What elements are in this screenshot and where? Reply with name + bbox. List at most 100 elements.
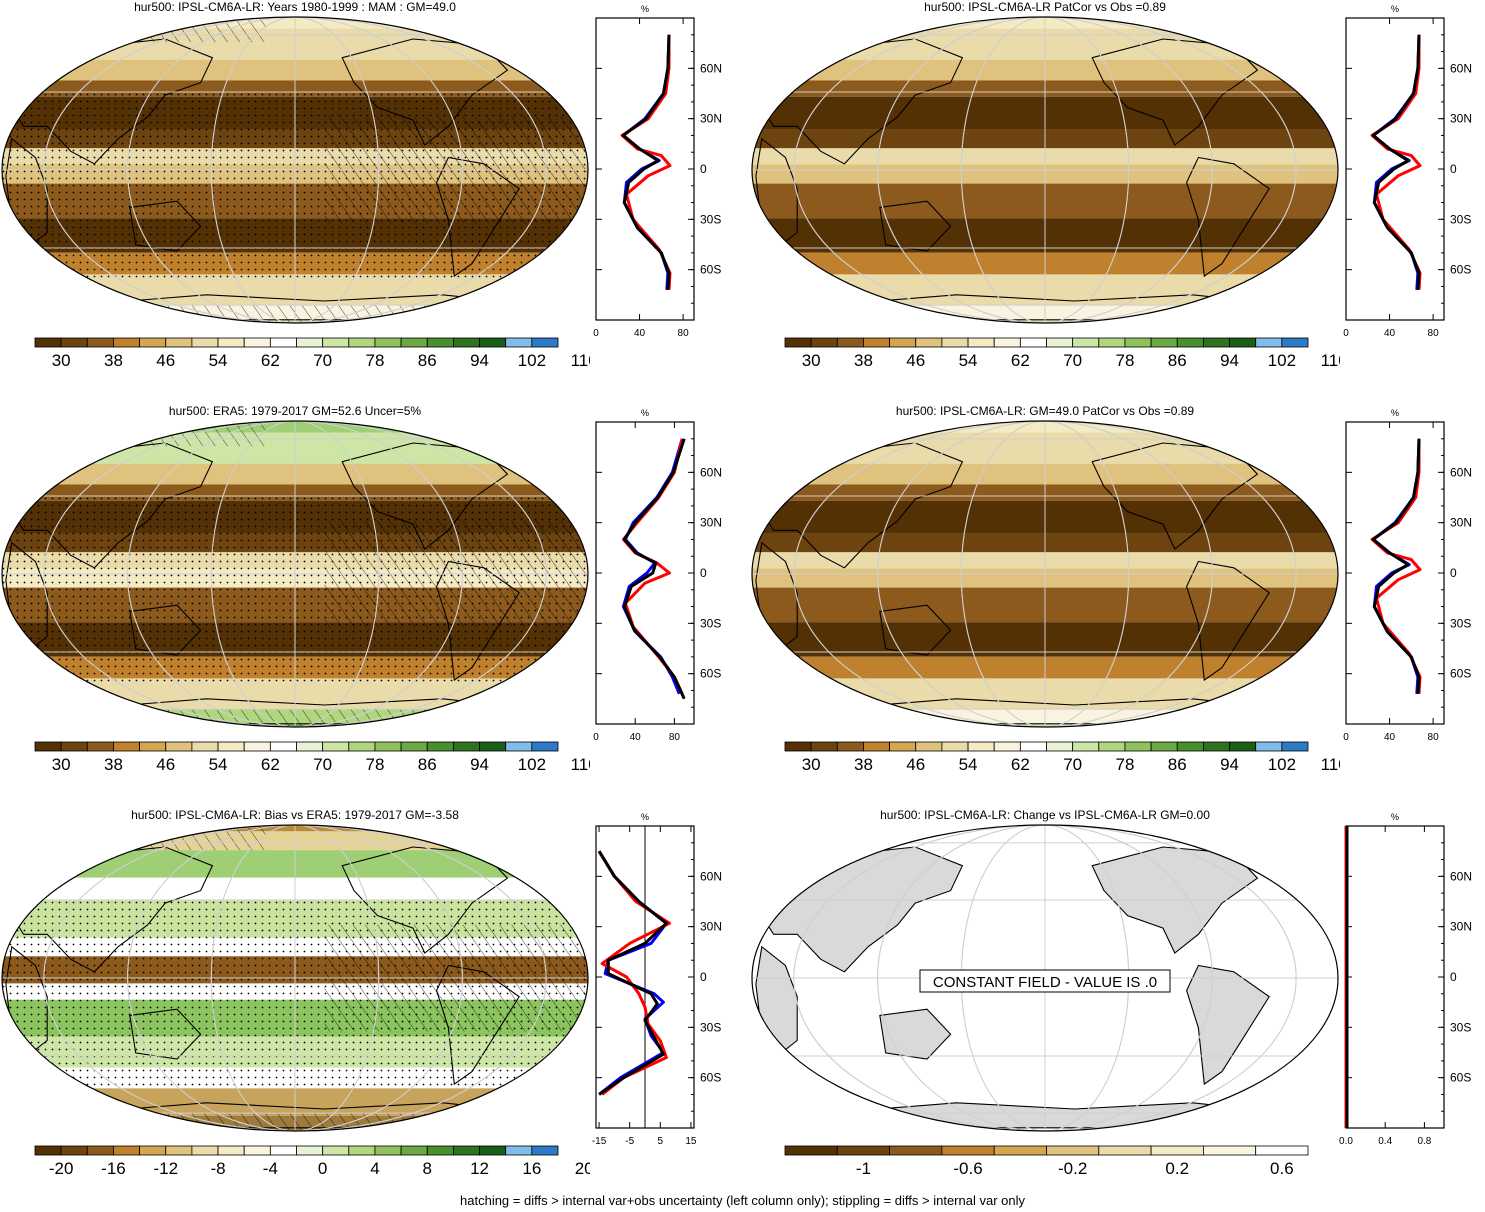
profile-unit: % [1391,4,1399,14]
colorbar-swatch [1046,741,1074,752]
colorbar-swatch [426,1145,454,1156]
profile-unit: % [1391,812,1399,822]
colorbar-label: 102 [1268,755,1296,774]
x-tick-label: 40 [634,328,646,339]
coastline [1186,156,1270,278]
colorbar-label: 62 [261,351,280,370]
map-border [751,420,1339,728]
colorbar-swatch [113,741,140,752]
colorbar-label: 102 [518,351,546,370]
colorbar-swatch [60,337,88,348]
colorbar: 30 38 46 54 62 70 78 86 94 102 110 [784,741,1340,774]
colorbar-label: 38 [104,351,123,370]
colorbar-swatch [139,337,167,348]
colorbar-swatch [400,337,428,348]
colorbar-label: 110 [1321,351,1340,370]
coastline [1256,32,1300,59]
x-tick-label: 15 [685,1136,697,1147]
graticule-line [960,421,1130,727]
colorbar-swatch [1229,741,1257,752]
colorbar-label: 30 [802,351,821,370]
colorbar-label: 70 [1063,351,1082,370]
lat-tick-label: 60N [1450,465,1472,479]
colorbar-swatch [1098,337,1126,348]
colorbar-label: -8 [210,1159,225,1178]
colorbar-swatch [452,1145,480,1156]
graticule-line [43,421,547,727]
colorbar-swatch [452,741,480,752]
panel-ipsl-patcor: hur500: IPSL-CM6A-LR PatCor vs Obs =0.89… [750,0,1485,404]
colorbar-label: 46 [906,351,925,370]
lat-tick-label: 30S [700,212,721,226]
lat-tick-label: 30N [1450,112,1472,126]
colorbar-swatch [452,337,480,348]
colorbar-swatch [836,337,864,348]
colorbar-swatch [863,337,890,348]
colorbar-swatch [1098,741,1126,752]
colorbar-swatch [1202,337,1230,348]
colorbar-label: 16 [522,1159,541,1178]
map-plot [1,420,589,728]
colorbar-swatch [217,1145,245,1156]
map-plot [751,16,1339,324]
colorbar-label: 54 [209,755,228,774]
x-tick-label: 80 [669,732,681,743]
colorbar: -20 -16 -12 -8 -4 0 4 8 12 16 20 [34,1145,590,1178]
x-tick-label: 40 [630,732,642,743]
colorbar-swatch [217,337,245,348]
colorbar-label: 110 [571,351,590,370]
colorbar-swatch [348,337,376,348]
x-tick-label: 80 [678,328,690,339]
lat-tick-label: 60S [1450,1071,1471,1085]
colorbar-swatch [941,337,969,348]
colorbar-swatch [993,1145,1047,1156]
lat-tick-label: 60S [700,1071,721,1085]
colorbar-swatch [1229,337,1257,348]
colorbar-label: 54 [209,351,228,370]
colorbar-label: 0.6 [1270,1159,1294,1178]
graticule-line [127,825,463,1131]
constant-field-label: CONSTANT FIELD - VALUE IS .0 [919,969,1171,993]
colorbar-swatch [139,1145,167,1156]
colorbar-swatch [374,1145,402,1156]
colorbar-label: 102 [518,755,546,774]
colorbar-swatch [1281,741,1309,752]
lat-tick-label: 0 [1450,566,1457,580]
colorbar-swatch [505,741,533,752]
zonal-profile-plot: % 60N 30N 0 30S 60S -15 -5 5 15 [592,812,722,1147]
zonal-profile-plot: % 60N 30N 0 30S 60S 0 40 80 [593,408,722,743]
graticule-line [793,421,1297,727]
colorbar-swatch [505,337,533,348]
colorbar-label: -1 [856,1159,871,1178]
colorbar-swatch [505,1145,533,1156]
colorbar: -1 -0.6 -0.2 0.2 0.6 [784,1145,1309,1178]
lat-tick-label: 30N [700,920,722,934]
graticule-line [793,17,1297,323]
colorbar-swatch [479,337,507,348]
map-title: hur500: IPSL-CM6A-LR PatCor vs Obs =0.89 [924,0,1166,14]
lat-tick-label: 30N [1450,516,1472,530]
graticule-line [210,421,380,727]
colorbar-label: -4 [263,1159,278,1178]
colorbar-label: 62 [1011,351,1030,370]
colorbar-label: 46 [906,755,925,774]
map-plot [1,824,589,1132]
lat-tick-label: 0 [700,970,707,984]
colorbar-swatch [993,741,1021,752]
colorbar-swatch [967,741,995,752]
hatching [2,825,266,851]
graticule-line [877,825,1213,1131]
colorbar-swatch [86,741,114,752]
x-tick-label: 80 [1428,732,1440,743]
colorbar-label: 102 [1268,351,1296,370]
colorbar-label: 54 [959,351,978,370]
colorbar-swatch [34,337,62,348]
colorbar-swatch [165,1145,193,1156]
colorbar-swatch [269,337,297,348]
colorbar-swatch [531,1145,559,1156]
colorbar-swatch [243,741,271,752]
colorbar-label: 86 [1168,351,1187,370]
colorbar-label: 30 [802,755,821,774]
x-tick-label: 5 [658,1136,664,1147]
colorbar-swatch [269,741,297,752]
